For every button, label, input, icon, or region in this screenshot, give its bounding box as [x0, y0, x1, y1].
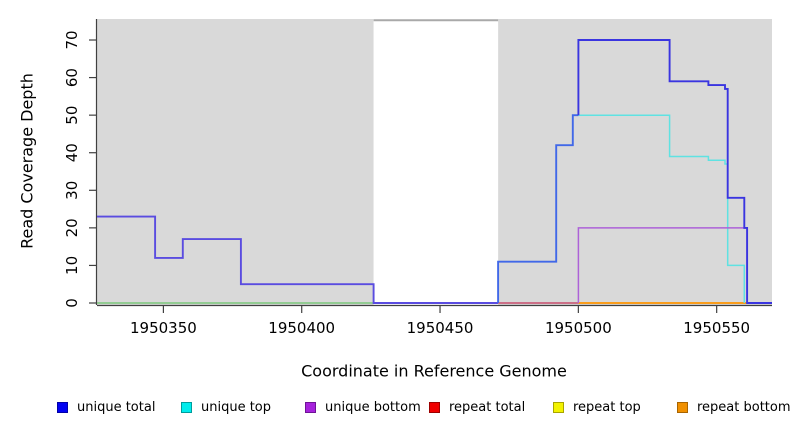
gap-region: [373, 19, 499, 305]
y-axis-title: Read Coverage Depth: [17, 73, 37, 249]
legend-item-repeat-bottom: repeat bottom: [677, 398, 791, 416]
legend-item-unique-top: unique top: [181, 398, 271, 416]
legend-item-unique-total: unique total: [57, 398, 155, 416]
legend-swatch-icon: [57, 401, 68, 413]
legend-label: unique total: [77, 399, 156, 415]
y-tick-label: 10: [63, 256, 81, 275]
legend-label: unique top: [201, 399, 272, 415]
legend-item-repeat-total: repeat total: [429, 398, 525, 416]
series-unique-top-line: [578, 114, 746, 303]
legend-label: repeat total: [449, 399, 526, 415]
x-tick-label: 1950550: [683, 319, 750, 337]
y-tick-label: 50: [63, 106, 81, 125]
y-tick-label: 0: [63, 298, 81, 308]
y-tick-label: 30: [63, 181, 81, 200]
covered-region-right: [498, 19, 772, 305]
y-tick-label: 60: [63, 68, 81, 87]
legend-item-unique-bottom: unique bottom: [305, 398, 421, 416]
x-tick-label: 1950350: [130, 319, 197, 337]
legend: unique total unique top unique bottom repea…: [0, 398, 792, 418]
x-tick-label: 1950500: [545, 319, 612, 337]
series-unique-total-right: [577, 39, 772, 304]
x-axis-title: Coordinate in Reference Genome: [301, 361, 567, 381]
legend-swatch-icon: [305, 401, 316, 413]
y-tick-label: 20: [63, 218, 81, 237]
legend-label: repeat bottom: [697, 399, 791, 415]
series-unique-total-mid: [497, 114, 579, 303]
legend-swatch-icon: [181, 401, 192, 413]
y-tick-label: 40: [63, 143, 81, 162]
legend-label: repeat top: [573, 399, 641, 415]
x-tick-label: 1950450: [407, 319, 474, 337]
series-unique-total-left: [97, 215, 499, 304]
legend-swatch-icon: [677, 401, 688, 413]
covered-region-left: [97, 19, 374, 305]
legend-swatch-icon: [553, 401, 564, 413]
legend-label: unique bottom: [325, 399, 421, 415]
legend-item-repeat-top: repeat top: [553, 398, 641, 416]
y-tick-label: 70: [63, 30, 81, 49]
legend-swatch-icon: [429, 401, 440, 413]
x-tick-label: 1950400: [268, 319, 335, 337]
